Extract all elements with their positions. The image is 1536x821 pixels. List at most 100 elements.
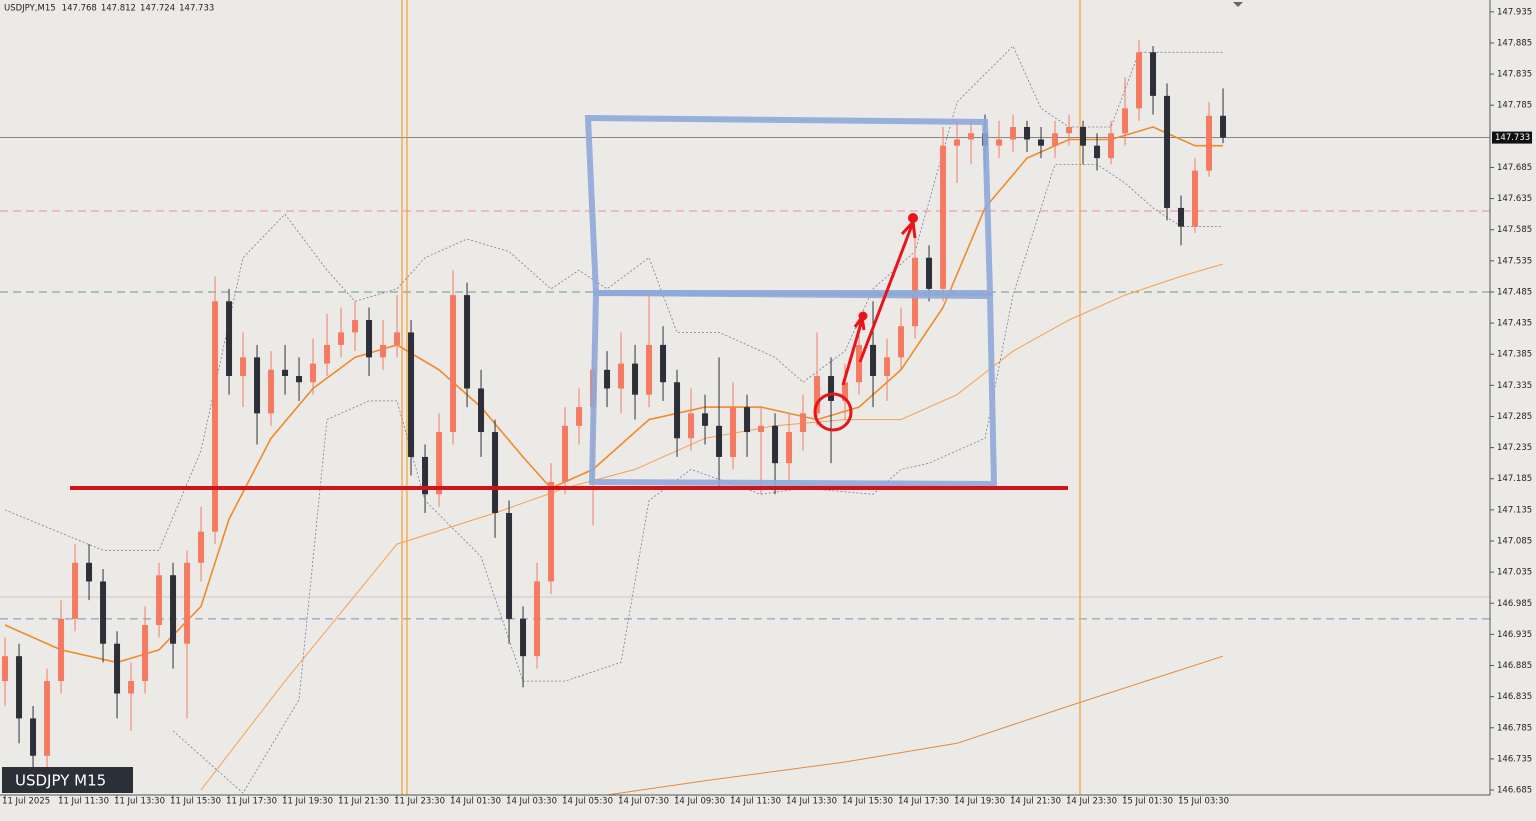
candle-body (632, 363, 639, 395)
candle-body (352, 319, 359, 333)
y-tick-label: 147.485 (1497, 287, 1532, 297)
candle-body (212, 301, 219, 532)
candle-body (828, 376, 835, 401)
y-tick-label: 146.885 (1497, 661, 1532, 671)
candle-body (282, 369, 289, 377)
candle-body (842, 382, 849, 401)
annotation-dot (858, 311, 868, 321)
candle-body (100, 581, 107, 644)
x-tick-label: 14 Jul 11:30 (730, 797, 781, 807)
x-tick-label: 14 Jul 19:30 (954, 797, 1005, 807)
candle-body (716, 425, 723, 457)
candle-body (618, 363, 625, 389)
candle-body (478, 388, 485, 433)
candle-body (772, 425, 779, 464)
candle-body (184, 562, 191, 644)
y-tick-label: 147.635 (1497, 194, 1532, 204)
candle-body (786, 432, 793, 464)
candle-body (86, 562, 93, 582)
candle-body (1066, 127, 1073, 134)
candle-body (170, 575, 177, 644)
x-tick-label: 11 Jul 21:30 (338, 797, 389, 807)
candle-body (128, 681, 135, 694)
axis-layer: 147.935 147.885 147.835 147.785 147.685 147.6… (2, 7, 1532, 806)
x-tick-label: 11 Jul 19:30 (282, 797, 333, 807)
x-tick-label: 14 Jul 01:30 (450, 797, 501, 807)
annotations (70, 114, 1068, 490)
candle-body (2, 656, 9, 682)
candle-body (562, 425, 569, 482)
y-tick-label: 147.385 (1497, 350, 1532, 360)
y-tick-label: 146.835 (1497, 692, 1532, 702)
y-tick-label: 146.735 (1497, 754, 1532, 764)
y-tick-label: 147.435 (1497, 319, 1532, 329)
y-tick-label: 146.685 (1497, 786, 1532, 796)
y-tick-label: 146.985 (1497, 599, 1532, 609)
x-tick-label: 11 Jul 15:30 (170, 797, 221, 807)
candle-body (394, 332, 401, 345)
x-tick-label: 14 Jul 13:30 (786, 797, 837, 807)
candle-body (72, 562, 79, 619)
candle-body (1010, 127, 1017, 140)
y-tick-label: 147.035 (1497, 568, 1532, 578)
candle-body (1052, 133, 1059, 146)
y-tick-label: 147.835 (1497, 70, 1532, 80)
candle-body (408, 332, 415, 457)
indicator-line (200, 263, 1224, 791)
indicator-line (4, 45, 1223, 551)
candle-body (940, 145, 947, 289)
candle-body (464, 295, 471, 389)
y-tick-label: 147.785 (1497, 101, 1532, 111)
candle-body (1038, 139, 1045, 146)
candle-body (1164, 95, 1171, 208)
candle-body (1206, 115, 1213, 171)
x-tick-label: 14 Jul 15:30 (842, 797, 893, 807)
x-tick-label: 14 Jul 21:30 (1010, 797, 1061, 807)
indicator-line (606, 655, 1224, 796)
candle-body (674, 382, 681, 439)
candle-body (534, 581, 541, 657)
x-tick-label: 14 Jul 03:30 (506, 797, 557, 807)
y-tick-label: 147.185 (1497, 474, 1532, 484)
candle-body (506, 512, 513, 619)
symbol: USDJPY,M15 (4, 4, 56, 14)
candle-body (1094, 145, 1101, 159)
header-close: 147.733 (179, 4, 214, 14)
current-price-label: 147.733 (1495, 133, 1530, 143)
candle-body (30, 718, 37, 756)
candle-body (996, 139, 1003, 146)
annotation-box (588, 289, 998, 488)
candle-body (268, 369, 275, 414)
candle-body (1080, 127, 1087, 146)
y-tick-label: 147.585 (1497, 225, 1532, 235)
candle-body (814, 376, 821, 414)
y-tick-label: 146.935 (1497, 630, 1532, 640)
y-tick-label: 147.885 (1497, 38, 1532, 48)
candle-body (366, 319, 373, 358)
symbol-badge-label: USDJPY M15 (15, 772, 106, 790)
x-tick-label: 14 Jul 07:30 (618, 797, 669, 807)
header-high: 147.812 (101, 4, 136, 14)
x-tick-label: 11 Jul 2025 (2, 797, 50, 807)
candle-body (800, 413, 807, 433)
candle-body (1150, 52, 1157, 96)
header-low: 147.724 (140, 4, 175, 14)
candle-body (114, 643, 121, 694)
candle-body (254, 357, 261, 414)
candle-body (436, 432, 443, 495)
x-tick-label: 14 Jul 09:30 (674, 797, 725, 807)
x-tick-label: 15 Jul 03:30 (1178, 797, 1229, 807)
candle-body (492, 432, 499, 513)
candle-body (688, 413, 695, 439)
candle-body (1192, 170, 1199, 227)
candle-body (702, 413, 709, 426)
candle-body (380, 344, 387, 358)
y-tick-label: 147.085 (1497, 536, 1532, 546)
y-tick-label: 147.235 (1497, 443, 1532, 453)
candle-body (744, 407, 751, 433)
candle-body (576, 407, 583, 426)
candle-body (856, 344, 863, 383)
x-tick-label: 14 Jul 05:30 (562, 797, 613, 807)
y-tick-label: 147.685 (1497, 163, 1532, 173)
